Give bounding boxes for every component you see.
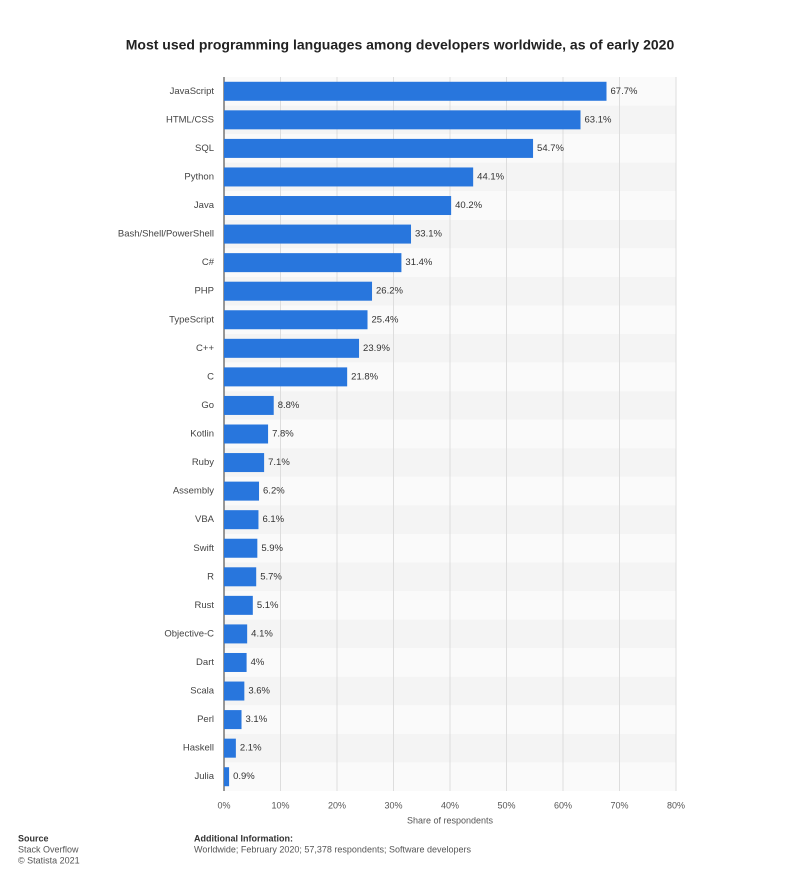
bar — [224, 595, 253, 615]
value-label: 31.4% — [405, 257, 432, 268]
y-tick-label: TypeScript — [169, 314, 214, 325]
bar — [224, 567, 257, 587]
copyright: © Statista 2021 — [18, 855, 80, 865]
value-label: 3.6% — [248, 686, 270, 697]
source: Stack Overflow — [18, 844, 79, 854]
y-tick-label: R — [207, 571, 214, 582]
y-tick-label: PHP — [194, 286, 214, 297]
y-tick-label: Scala — [190, 686, 214, 697]
bar — [224, 110, 581, 130]
value-label: 6.2% — [263, 486, 285, 497]
y-tick-label: C — [207, 371, 214, 382]
bar — [224, 224, 412, 244]
y-tick-label: Bash/Shell/PowerShell — [118, 229, 214, 240]
x-tick-label: 10% — [271, 800, 289, 810]
y-tick-label: Swift — [193, 543, 214, 554]
x-tick-label: 50% — [497, 800, 515, 810]
chart-title: Most used programming languages among de… — [126, 37, 675, 53]
bar — [224, 767, 230, 787]
y-tick-label: Assembly — [173, 486, 214, 497]
bar — [224, 681, 245, 701]
y-tick-label: Python — [184, 171, 214, 182]
y-tick-label: Haskell — [183, 743, 214, 754]
bar — [224, 281, 373, 301]
y-tick-label: Rust — [194, 600, 214, 611]
y-tick-label: SQL — [195, 143, 214, 154]
value-label: 5.1% — [257, 600, 279, 611]
value-label: 4.1% — [251, 628, 273, 639]
bar — [224, 481, 260, 501]
value-label: 8.8% — [278, 400, 300, 411]
value-label: 5.9% — [261, 543, 283, 554]
y-tick-label: Kotlin — [190, 429, 214, 440]
x-tick-label: 30% — [384, 800, 402, 810]
value-label: 4% — [251, 657, 265, 668]
bar — [224, 738, 236, 758]
y-tick-label: VBA — [195, 514, 215, 525]
x-tick-label: 0% — [217, 800, 230, 810]
x-axis-label: Share of respondents — [407, 815, 494, 825]
value-label: 5.7% — [260, 571, 282, 582]
y-tick-label: JavaScript — [170, 86, 215, 97]
y-tick-label: C# — [202, 257, 215, 268]
value-label: 7.1% — [268, 457, 290, 468]
bar — [224, 510, 259, 530]
value-label: 26.2% — [376, 286, 403, 297]
bar — [224, 253, 402, 273]
bar — [224, 710, 242, 730]
bar — [224, 624, 248, 644]
value-label: 40.2% — [455, 200, 482, 211]
x-tick-label: 40% — [441, 800, 459, 810]
value-label: 0.9% — [233, 771, 255, 782]
value-label: 54.7% — [537, 143, 564, 154]
x-tick-label: 70% — [610, 800, 628, 810]
bar — [224, 338, 360, 358]
value-label: 44.1% — [477, 171, 504, 182]
y-tick-label: Julia — [194, 771, 214, 782]
y-tick-label: C++ — [196, 343, 214, 354]
bar — [224, 81, 607, 101]
value-label: 2.1% — [240, 743, 262, 754]
bar — [224, 652, 247, 672]
y-tick-label: Ruby — [192, 457, 214, 468]
value-label: 67.7% — [611, 86, 638, 97]
value-label: 33.1% — [415, 229, 442, 240]
x-tick-label: 20% — [328, 800, 346, 810]
bar — [224, 395, 274, 415]
bar — [224, 367, 348, 387]
y-tick-label: HTML/CSS — [166, 114, 214, 125]
bar — [224, 138, 534, 158]
x-tick-label: 60% — [554, 800, 572, 810]
y-tick-label: Java — [194, 200, 215, 211]
value-label: 6.1% — [262, 514, 284, 525]
info-heading: Additional Information: — [194, 833, 293, 843]
value-label: 63.1% — [585, 114, 612, 125]
value-label: 7.8% — [272, 429, 294, 440]
bar — [224, 538, 258, 558]
value-label: 21.8% — [351, 371, 378, 382]
y-tick-label: Dart — [196, 657, 214, 668]
info: Worldwide; February 2020; 57,378 respond… — [194, 844, 471, 854]
bar — [224, 196, 452, 216]
y-tick-label: Go — [201, 400, 214, 411]
x-tick-label: 80% — [667, 800, 685, 810]
bar — [224, 453, 265, 473]
value-label: 23.9% — [363, 343, 390, 354]
y-tick-label: Perl — [197, 714, 214, 725]
bar — [224, 310, 368, 330]
bar — [224, 167, 474, 187]
source-heading: Source — [18, 833, 49, 843]
y-tick-label: Objective-C — [164, 628, 214, 639]
value-label: 3.1% — [246, 714, 268, 725]
value-label: 25.4% — [372, 314, 399, 325]
bar — [224, 424, 269, 444]
